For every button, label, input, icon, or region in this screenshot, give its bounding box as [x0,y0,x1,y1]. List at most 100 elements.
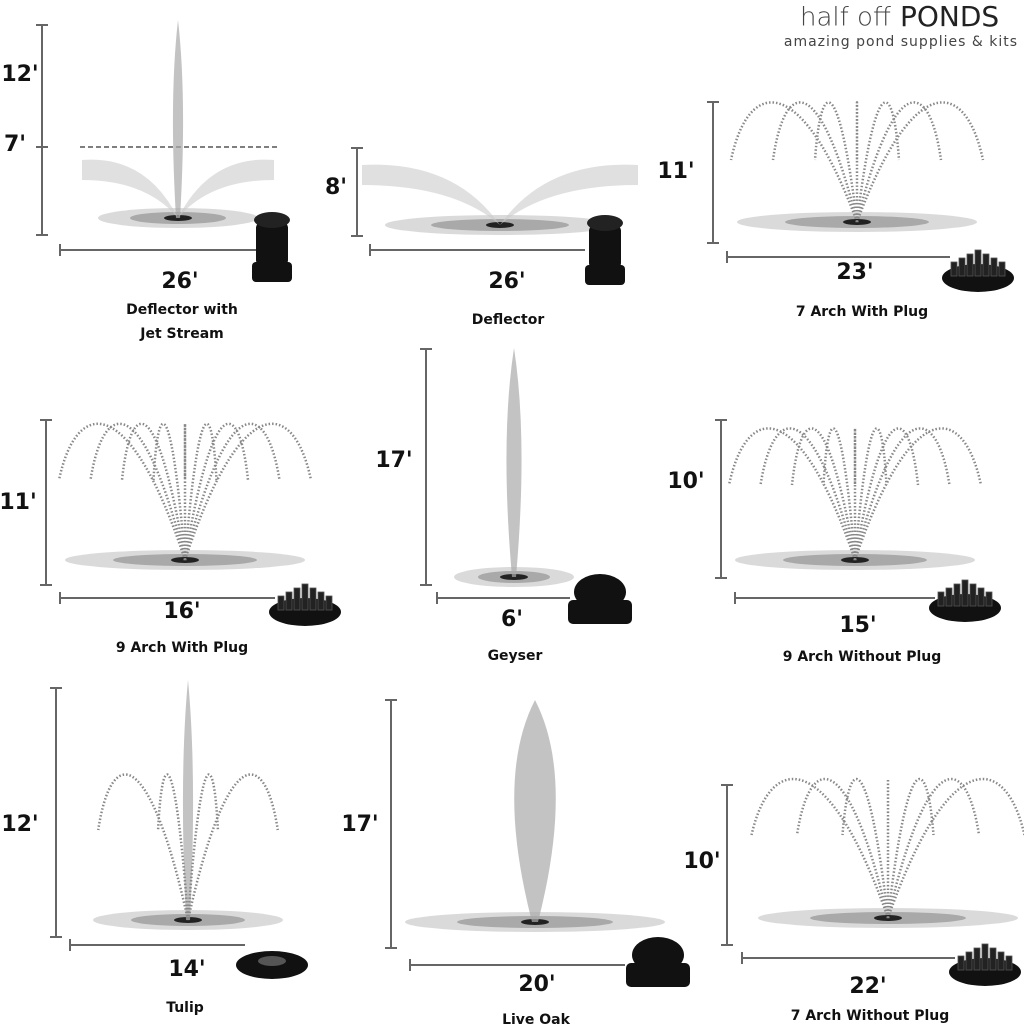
height-label: 11' [0,490,37,515]
arch-spray [853,427,920,561]
arch-spray [886,778,981,919]
arch-spray [156,773,190,921]
nozzle-base [585,265,625,285]
nozzle-tube [957,955,965,971]
nozzle-base [626,963,690,987]
arch-spray [841,777,890,919]
width-label: 15' [839,613,876,638]
nozzle-tube [945,587,953,607]
arch-spray [813,101,859,223]
nozzle-tube [969,583,977,607]
arch-spray [57,422,187,561]
fountain-name: Deflector [472,312,545,328]
width-label: 22' [849,974,886,999]
arch-spray [727,427,857,561]
nozzle-tube [981,943,989,971]
arch-spray [186,773,280,921]
nozzle-tube [998,261,1006,277]
arch-spray [89,422,187,561]
arch-spray [152,422,187,561]
arch-spray [855,101,943,223]
height-label: 12' [1,812,38,837]
width-label: 6' [501,607,523,632]
fountain-name: Tulip [166,1000,204,1016]
height-label: 10' [667,469,704,494]
width-label: 26' [161,269,198,294]
arch-spray [771,101,859,223]
fountain-panel: 8' 26' Deflector [325,147,638,328]
arch-spray [183,422,313,561]
fountain-panel: 11' 16' 9 Arch With Plug [0,419,341,656]
arch-spray [822,427,857,561]
width-label: 26' [488,269,525,294]
nozzle-tube [961,579,969,607]
arch-spray [795,778,890,919]
arch-spray [855,101,901,223]
arch-spray [790,427,857,561]
nozzle-tube [937,591,945,607]
nozzle-tube [973,947,981,971]
deflector-spray [82,159,274,218]
brand-light: half off [800,3,891,33]
nozzle-cap [587,215,623,231]
height-label: 17' [341,812,378,837]
fountain-name: 9 Arch Without Plug [783,649,942,665]
arch-spray [96,773,190,921]
nozzle-tube [977,587,985,607]
fountain-panel: 17' 20' Live Oak [341,699,690,1028]
width-label: 20' [518,972,555,997]
nozzle-tube [285,591,293,611]
deflector-spray [362,164,638,225]
mid-height-label: 7' [4,132,26,157]
arch-spray [186,773,220,921]
tagline: amazing pond supplies & kits [784,34,1018,50]
width-label: 14' [168,957,205,982]
arch-spray [855,101,985,223]
nozzle-hole [258,956,286,966]
fountain-panel: 10' 15' 9 Arch Without Plug [667,419,1001,665]
fountain-name: Live Oak [502,1012,571,1028]
nozzle-tube [277,595,285,611]
nozzle-top [486,222,514,228]
nozzle-tube [301,583,309,611]
nozzle-tube [974,249,982,277]
arch-spray [120,422,187,561]
fountain-panel: 17' 6' Geyser [375,348,632,664]
nozzle-tube [309,587,317,611]
nozzle-tube [950,261,958,277]
jet-stream [506,348,522,577]
nozzle-tube [997,951,1005,971]
fountain-name: Geyser [488,648,543,664]
arch-spray [853,427,888,561]
arch-spray [886,777,935,919]
nozzle-tube [982,253,990,277]
nozzle-base [568,600,632,624]
height-label: 8' [325,175,347,200]
nozzle-tube [293,587,301,611]
fountain-name: 7 Arch With Plug [796,304,928,320]
fountain-panel: 12' 14' Tulip [1,680,308,1016]
jet-stream [182,680,194,920]
brand-bold: PONDS [900,0,999,33]
nozzle-tube [325,595,333,611]
nozzle-tube [966,253,974,277]
fountain-name: Deflector with Jet Stream [126,302,238,342]
nozzle-tube [953,583,961,607]
arch-spray [183,422,281,561]
fountain-name: 9 Arch With Plug [116,640,248,656]
arch-spray [183,422,250,561]
oak-spray [514,700,556,922]
arch-spray [759,427,857,561]
arch-spray [853,427,951,561]
fountain-panel: 12' 7' 26' Deflector with Jet Stream [1,20,292,342]
nozzle-tube [317,591,325,611]
jet-stream [172,20,184,218]
nozzle-tube [985,591,993,607]
nozzle-tube [1005,955,1013,971]
nozzle-tube [965,951,973,971]
arch-spray [183,422,218,561]
fountain-name: 7 Arch Without Plug [791,1008,950,1024]
nozzle-cap [254,212,290,228]
arch-spray [853,427,983,561]
